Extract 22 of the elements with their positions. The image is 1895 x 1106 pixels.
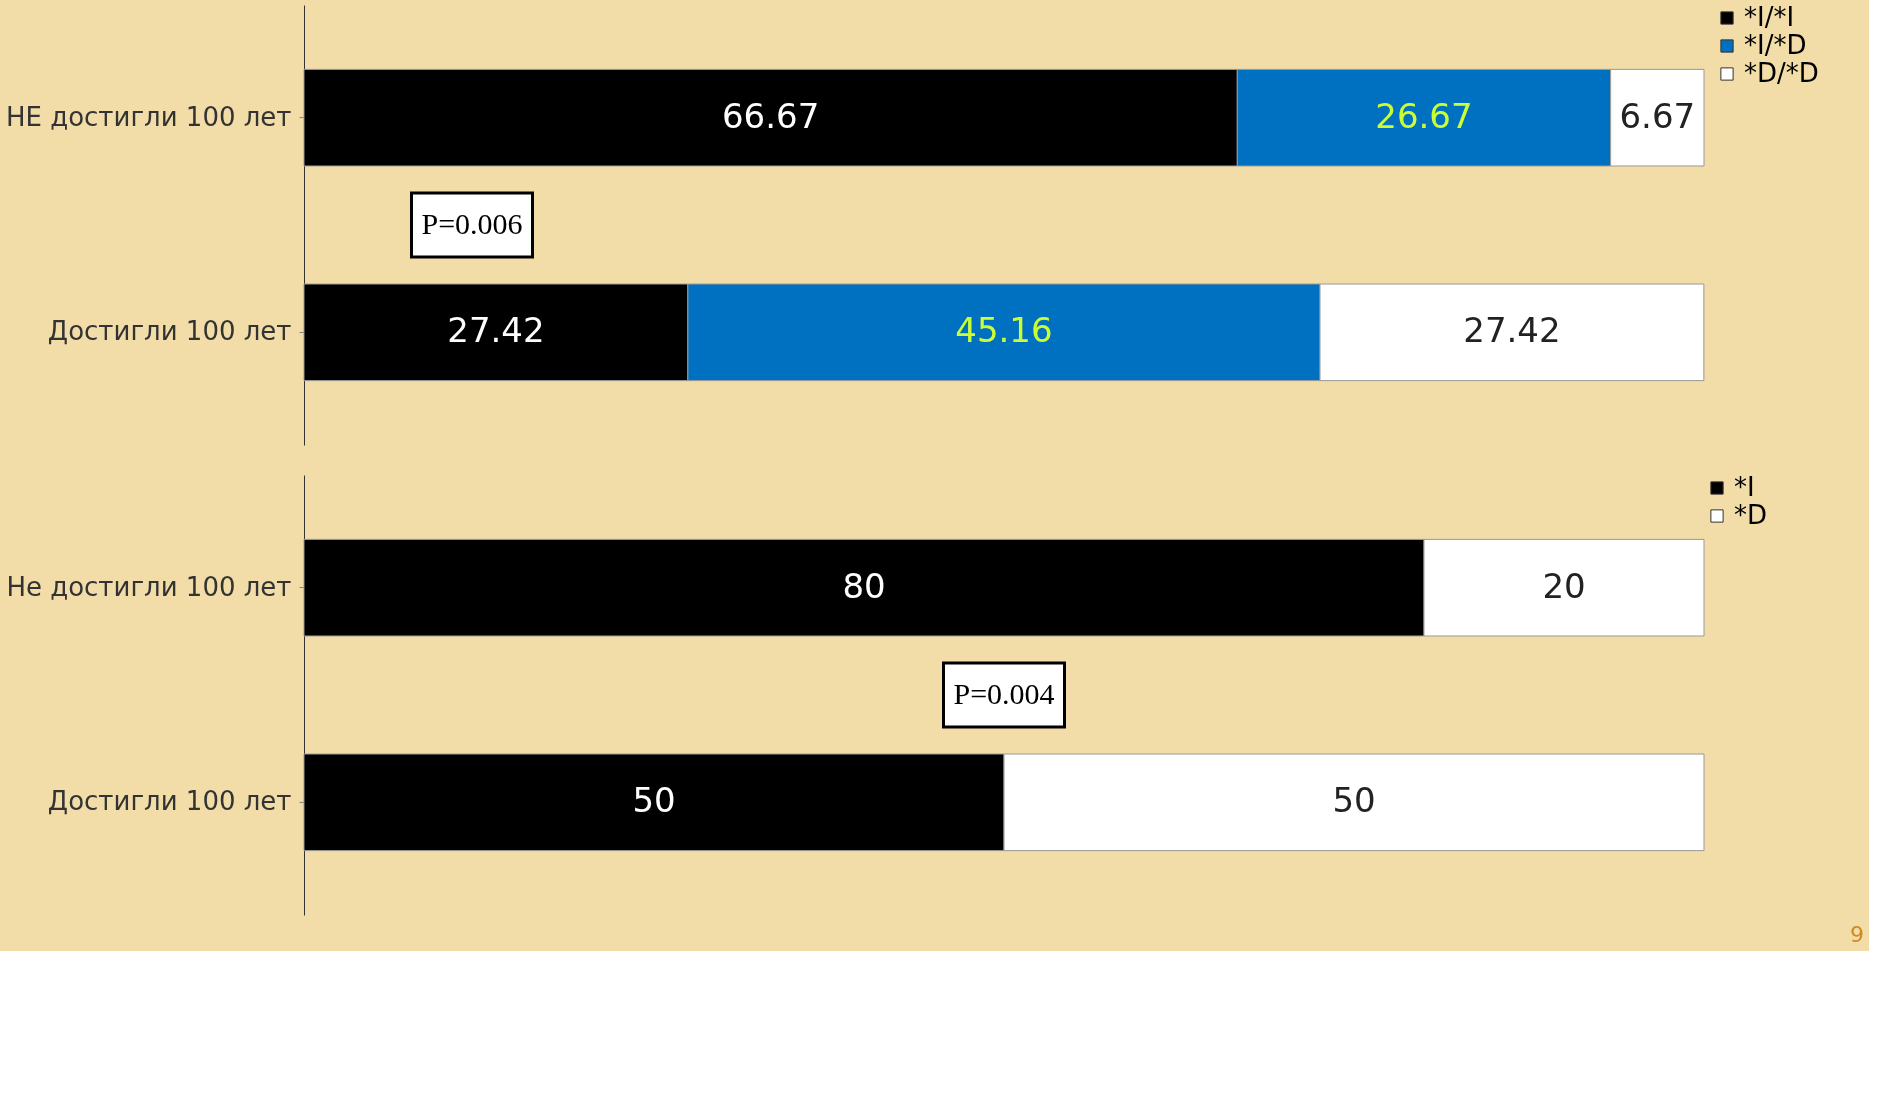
legend-label: *D — [1734, 500, 1768, 530]
data-label: 27.42 — [1463, 310, 1561, 351]
data-label: 50 — [632, 780, 676, 821]
y-tick-label: Достигли 100 лет — [47, 316, 292, 347]
legend-label: *D/*D — [1744, 58, 1819, 88]
y-tick-label: НЕ достигли 100 лет — [5, 101, 292, 132]
legend-label: *I — [1734, 472, 1755, 502]
data-label: 50 — [1332, 780, 1376, 821]
text: 9 — [1850, 922, 1864, 947]
data-label: 20 — [1542, 565, 1586, 606]
data-label: 26.67 — [1375, 95, 1473, 136]
data-label: 45.16 — [955, 310, 1053, 351]
annotation: P=0.004 — [953, 677, 1055, 710]
legend-label: *I/*I — [1744, 2, 1795, 32]
y-tick-label: Не достигли 100 лет — [6, 571, 292, 602]
annotation: P=0.006 — [421, 207, 523, 240]
data-label: 80 — [842, 565, 886, 606]
data-label: 27.42 — [447, 310, 545, 351]
y-tick-label: Достигли 100 лет — [47, 786, 292, 817]
legend-label: *I/*D — [1744, 30, 1807, 60]
data-label: 66.67 — [721, 95, 820, 136]
data-label: 6.67 — [1619, 95, 1696, 136]
